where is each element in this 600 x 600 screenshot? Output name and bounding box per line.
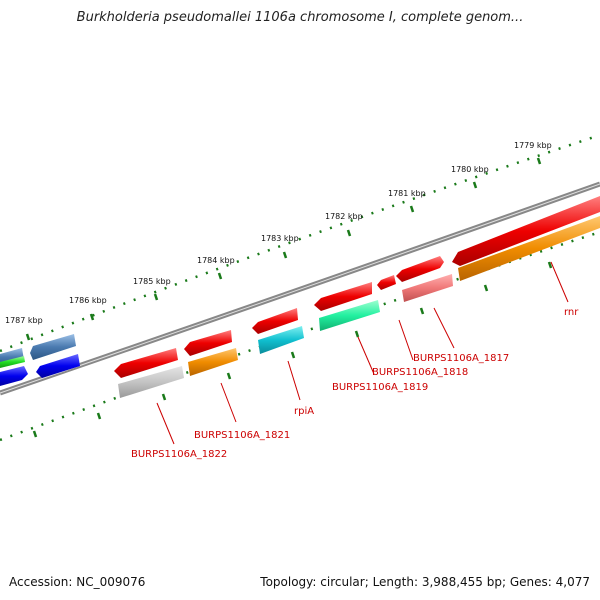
- gene-1821-forward: [184, 330, 232, 356]
- tick-label-1780: 1780 kbp: [451, 165, 489, 174]
- accession-value: NC_009076: [76, 575, 146, 589]
- map-title: Burkholderia pseudomallei 1106a chromoso…: [76, 10, 524, 25]
- outer-tick-track: [0, 133, 600, 353]
- accession-label: Accession:: [9, 575, 73, 589]
- forward-genes: [0, 196, 600, 378]
- topology-value: circular: [320, 575, 365, 589]
- genes-label: Genes:: [509, 575, 552, 589]
- tick-label-1781: 1781 kbp: [388, 189, 426, 198]
- label-leaders: [156, 261, 569, 445]
- accession-info: Accession: NC_009076: [9, 575, 145, 589]
- tick-label-1782: 1782 kbp: [325, 212, 363, 221]
- gene-label-1817: BURPS1106A_1817: [413, 353, 509, 364]
- length-value: 3,988,455 bp: [421, 575, 502, 589]
- gene-1821-reverse: [188, 348, 238, 376]
- gene-label-1818: BURPS1106A_1818: [372, 367, 468, 378]
- gene-label-1819: BURPS1106A_1819: [332, 382, 428, 393]
- gene-blue-reverse: [36, 354, 80, 378]
- gene-label-1822: BURPS1106A_1822: [131, 449, 227, 460]
- gene-1819-forward: [314, 282, 372, 311]
- gene-1818-forward: [377, 275, 396, 290]
- tick-label-1786: 1786 kbp: [69, 296, 107, 305]
- gene-rpia-forward: [252, 308, 298, 334]
- gene-rpia-reverse: [258, 326, 304, 354]
- gene-rnr-forward: [452, 196, 600, 266]
- gene-labels: rnr BURPS1106A_1817 BURPS1106A_1818 BURP…: [131, 307, 579, 460]
- tick-label-1785: 1785 kbp: [133, 277, 171, 286]
- genome-summary: Topology: circular; Length: 3,988,455 bp…: [260, 575, 590, 589]
- gene-label-rnr: rnr: [564, 307, 579, 318]
- length-label: Length:: [372, 575, 419, 589]
- gene-1817-reverse: [402, 274, 453, 302]
- gene-label-rpia: rpiA: [294, 406, 314, 417]
- gene-rnr-reverse: [458, 216, 600, 281]
- reverse-genes: [0, 216, 600, 398]
- topology-label: Topology:: [260, 575, 317, 589]
- genes-value: 4,077: [555, 575, 590, 589]
- tick-label-1783: 1783 kbp: [261, 234, 299, 243]
- gene-green-left: [0, 356, 25, 368]
- gene-1822-reverse: [118, 366, 184, 398]
- inner-tick-track: [0, 230, 600, 442]
- gene-label-1821: BURPS1106A_1821: [194, 430, 290, 441]
- major-ticks: [25, 157, 553, 438]
- gene-1819-reverse: [319, 300, 380, 331]
- tick-label-1779: 1779 kbp: [514, 141, 552, 150]
- gene-steel-forward: [30, 334, 76, 360]
- gene-1817-forward: [396, 256, 444, 282]
- gene-1822-forward: [114, 348, 178, 378]
- chromosome-backbone: [0, 181, 600, 396]
- tick-label-1787: 1787 kbp: [5, 316, 43, 325]
- gene-blue-left: [0, 366, 28, 386]
- kbp-labels: 1779 kbp 1780 kbp 1781 kbp 1782 kbp 1783…: [5, 141, 552, 325]
- tick-label-1784: 1784 kbp: [197, 256, 235, 265]
